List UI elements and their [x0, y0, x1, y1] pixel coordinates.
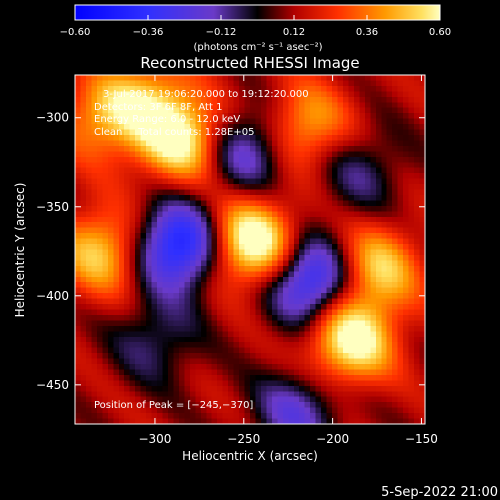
y-axis: −300 −350 −400 −450 — [36, 111, 425, 392]
y-tick-label: −400 — [36, 289, 69, 303]
annotation-detectors: Detectors: 3F 6F 8F, Att 1 — [94, 102, 222, 113]
annotation-clean: Clean Total counts: 1.28E+05 — [94, 127, 254, 138]
colorbar-tick-label: 0.12 — [283, 27, 305, 38]
colorbar-tick-label: −0.36 — [133, 27, 164, 38]
colorbar-ticks: −0.60 −0.36 −0.12 0.12 0.36 0.60 — [60, 15, 451, 38]
footer-date: 5-Sep-2022 21:00 — [381, 485, 498, 500]
plot-frame — [74, 74, 426, 425]
colorbar — [74, 4, 441, 21]
x-tick-label: −300 — [138, 432, 171, 446]
colorbar-tick-label: 0.60 — [429, 27, 451, 38]
colorbar-units: (photons cm⁻² s⁻¹ asec⁻²) — [193, 42, 322, 53]
y-tick-label: −300 — [36, 111, 69, 125]
y-axis-label: Heliocentric Y (arcsec) — [13, 183, 27, 318]
colorbar-tick-label: −0.12 — [206, 27, 237, 38]
annotation-energy: Energy Range: 6.0 - 12.0 keV — [94, 114, 240, 125]
heatmap-image — [75, 75, 425, 424]
colorbar-tick-label: −0.60 — [60, 27, 91, 38]
annotation-time: 3-Jul-2017 19:06:20.000 to 19:12:20.000 — [103, 89, 309, 100]
colorbar-tick-label: 0.36 — [356, 27, 378, 38]
x-tick-label: −200 — [316, 432, 349, 446]
y-tick-label: −450 — [36, 378, 69, 392]
x-tick-label: −250 — [227, 432, 260, 446]
x-axis-label: Heliocentric X (arcsec) — [182, 449, 318, 463]
annotation-block: 3-Jul-2017 19:06:20.000 to 19:12:20.000 … — [94, 89, 309, 138]
x-axis: −300 −250 −200 −150 — [138, 75, 438, 446]
peak-position-text: Position of Peak = [−245,−370] — [94, 400, 253, 411]
x-tick-label: −150 — [405, 432, 438, 446]
chart-title: Reconstructed RHESSI Image — [140, 54, 359, 72]
y-tick-label: −350 — [36, 200, 69, 214]
